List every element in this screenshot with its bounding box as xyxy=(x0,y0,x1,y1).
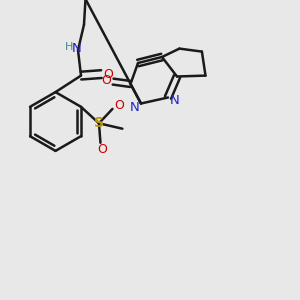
Text: O: O xyxy=(97,143,107,156)
Text: O: O xyxy=(103,68,113,81)
Text: H: H xyxy=(65,42,73,52)
Text: O: O xyxy=(102,74,111,87)
Text: N: N xyxy=(170,94,179,107)
Text: S: S xyxy=(94,116,104,130)
Text: O: O xyxy=(114,99,124,112)
Text: N: N xyxy=(130,100,140,114)
Text: N: N xyxy=(72,42,81,55)
